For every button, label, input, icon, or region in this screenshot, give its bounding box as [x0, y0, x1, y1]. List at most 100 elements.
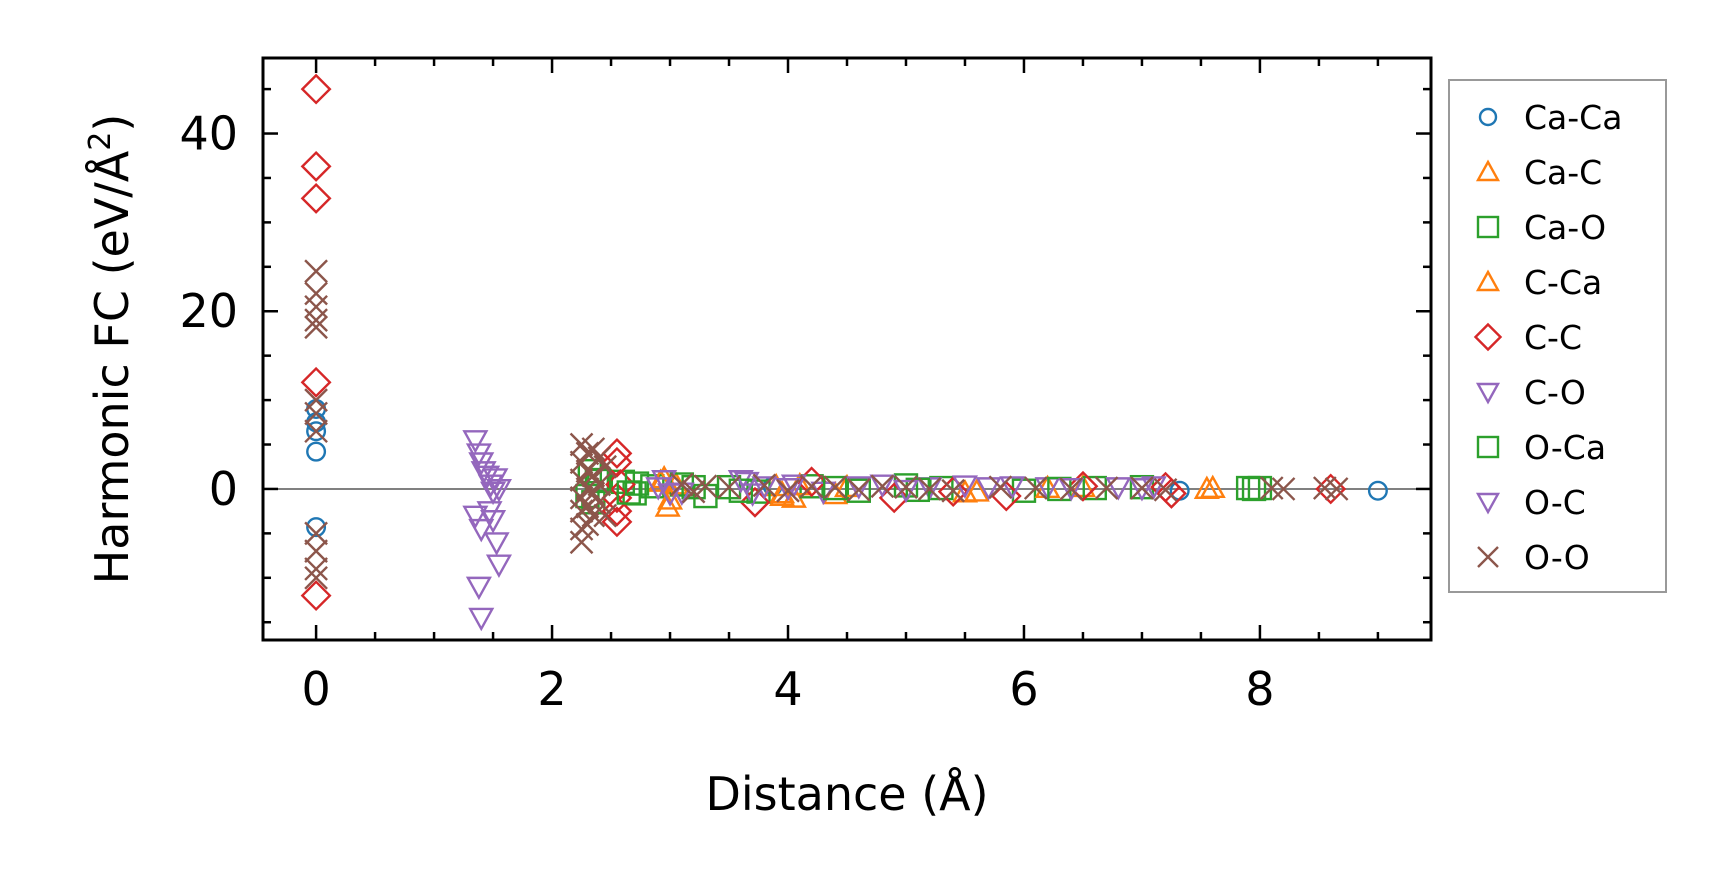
data-point	[306, 441, 327, 462]
data-point	[304, 557, 328, 581]
data-point	[306, 421, 327, 442]
data-point	[799, 474, 824, 499]
data-point	[1153, 477, 1178, 502]
data-point	[846, 478, 871, 503]
data-point	[304, 259, 328, 284]
data-point	[780, 474, 807, 498]
data-point	[728, 478, 754, 503]
data-point	[601, 495, 633, 527]
data-point	[669, 472, 694, 497]
data-point	[300, 73, 332, 105]
data-point	[870, 474, 895, 499]
legend: Ca-Ca Ca-C Ca-O C-Ca C-C C-O O-Ca O-C O-O	[1448, 79, 1667, 593]
data-point	[306, 517, 327, 538]
y-tick-label: 40	[179, 107, 238, 161]
data-point	[845, 476, 872, 500]
legend-marker	[1477, 546, 1499, 568]
data-point	[470, 461, 497, 485]
data-point	[1271, 477, 1296, 501]
data-point	[616, 480, 641, 505]
data-point	[693, 474, 718, 499]
data-point	[300, 366, 332, 398]
data-point	[752, 473, 777, 498]
legend-entry: C-Ca	[1475, 263, 1602, 302]
y-axis-label: Harmonic FC (eV/Å2)	[83, 114, 139, 585]
legend-entry: Ca-O	[1476, 208, 1606, 247]
legend-marker	[1475, 492, 1501, 515]
data-point	[651, 470, 678, 494]
tick-labels: 0 2 4 6 8 0 20 40	[179, 107, 1274, 716]
data-point	[304, 294, 328, 319]
series-o-c	[470, 461, 1155, 556]
legend-label: C-Ca	[1524, 263, 1602, 302]
data-point	[1130, 476, 1154, 500]
data-point	[1324, 477, 1349, 501]
data-point	[462, 430, 489, 454]
data-point	[1128, 478, 1155, 502]
data-point	[1105, 477, 1132, 501]
data-point	[593, 454, 617, 479]
y-axis-label-main: Harmonic FC (eV/Å	[85, 150, 139, 584]
legend-marker	[1476, 215, 1500, 239]
data-point	[1067, 470, 1099, 502]
data-point	[304, 521, 328, 546]
data-point	[587, 472, 612, 497]
data-point	[892, 479, 920, 504]
legend-entry: O-C	[1475, 483, 1586, 522]
data-point	[654, 493, 681, 517]
data-point	[878, 482, 910, 514]
legend-entry: C-O	[1475, 373, 1586, 412]
data-point	[1011, 478, 1037, 503]
y-tick-label: 20	[179, 284, 238, 338]
data-point	[304, 308, 328, 332]
legend-entry: Ca-C	[1475, 153, 1602, 192]
legend-entry: O-Ca	[1476, 428, 1606, 467]
legend-marker	[1473, 322, 1503, 352]
data-point	[1241, 476, 1267, 502]
data-point	[465, 576, 492, 601]
legend-label: Ca-C	[1524, 153, 1602, 192]
data-point	[869, 474, 896, 498]
data-point	[640, 474, 665, 499]
data-point	[681, 479, 706, 504]
data-point	[988, 475, 1013, 500]
data-point	[823, 475, 848, 500]
data-point	[304, 419, 328, 444]
x-tick-label: 6	[1009, 662, 1038, 716]
data-point	[1155, 477, 1187, 509]
legend-marker	[1476, 435, 1500, 459]
legend-marker	[1475, 159, 1501, 182]
data-point	[937, 476, 969, 508]
data-point	[951, 475, 979, 499]
data-point	[846, 477, 871, 502]
legend-label: O-O	[1524, 538, 1590, 577]
data-point	[1058, 478, 1085, 502]
data-point	[1259, 476, 1284, 500]
data-point	[485, 478, 512, 503]
data-point	[774, 478, 802, 502]
legend-label: O-Ca	[1524, 428, 1606, 467]
data-point	[587, 490, 612, 515]
data-point	[300, 150, 332, 182]
data-point	[894, 475, 918, 500]
legend-label: O-C	[1524, 483, 1586, 522]
data-point	[963, 478, 990, 502]
axis-ticks	[263, 58, 1431, 640]
legend-marker	[1475, 269, 1501, 292]
data-point	[485, 554, 512, 578]
data-point	[300, 580, 332, 612]
data-point	[1312, 476, 1337, 500]
data-point	[462, 505, 489, 530]
data-point	[483, 532, 510, 556]
legend-label: Ca-Ca	[1524, 98, 1622, 137]
data-point	[917, 477, 942, 501]
series-o-o	[304, 259, 1349, 590]
y-axis-label-superscript: 2	[83, 132, 118, 151]
data-point	[733, 471, 760, 496]
legend-marker	[1475, 382, 1501, 405]
data-point	[480, 510, 507, 534]
data-point	[304, 539, 328, 563]
data-point	[941, 478, 966, 503]
data-point	[1193, 475, 1220, 499]
legend-label: C-C	[1524, 318, 1582, 357]
